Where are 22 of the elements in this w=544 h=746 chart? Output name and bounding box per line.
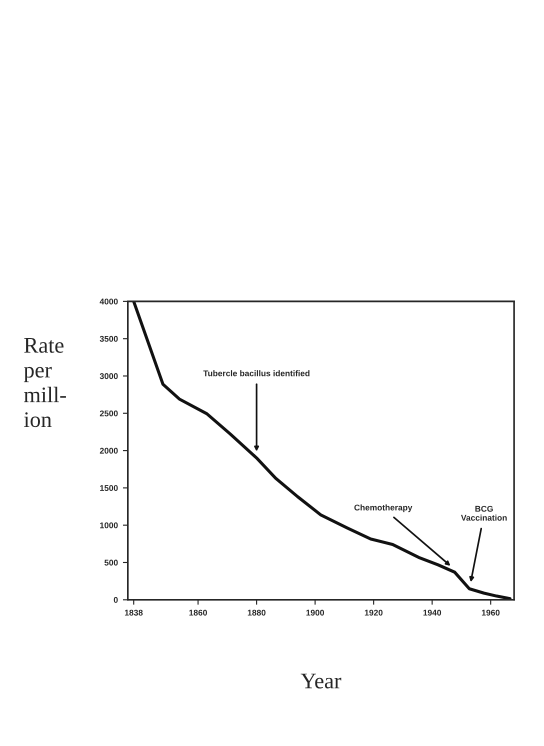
y-tick-label: 2000 bbox=[100, 448, 118, 454]
y-tick-label: 0 bbox=[114, 596, 118, 603]
x-tick-label: 1900 bbox=[306, 610, 324, 616]
annotation: Chemotherapy bbox=[354, 504, 412, 512]
y-tick-label: 500 bbox=[104, 560, 118, 566]
y-tick-label: 2500 bbox=[100, 410, 118, 416]
y-tick-label: 3000 bbox=[100, 373, 118, 380]
annotation: BCG Vaccination bbox=[460, 506, 507, 521]
annotation: Tubercle bacillus identified bbox=[203, 370, 310, 376]
y-tick-label: 4000 bbox=[100, 298, 118, 304]
x-tick-label: 1880 bbox=[248, 610, 266, 616]
y-axis-title: Rate per mill- ion bbox=[24, 338, 66, 428]
y-tick-label: 3500 bbox=[100, 336, 118, 342]
x-tick-label: 1860 bbox=[189, 610, 207, 616]
x-tick-label: 1960 bbox=[482, 610, 500, 616]
x-axis-title: Year bbox=[300, 674, 342, 688]
y-tick-label: 1000 bbox=[100, 522, 118, 528]
y-tick-label: 1500 bbox=[100, 485, 118, 491]
x-tick-label: 1920 bbox=[364, 610, 383, 616]
x-tick-label: 1838 bbox=[124, 610, 143, 616]
line-series bbox=[132, 301, 512, 600]
x-tick-label: 1940 bbox=[423, 610, 442, 616]
